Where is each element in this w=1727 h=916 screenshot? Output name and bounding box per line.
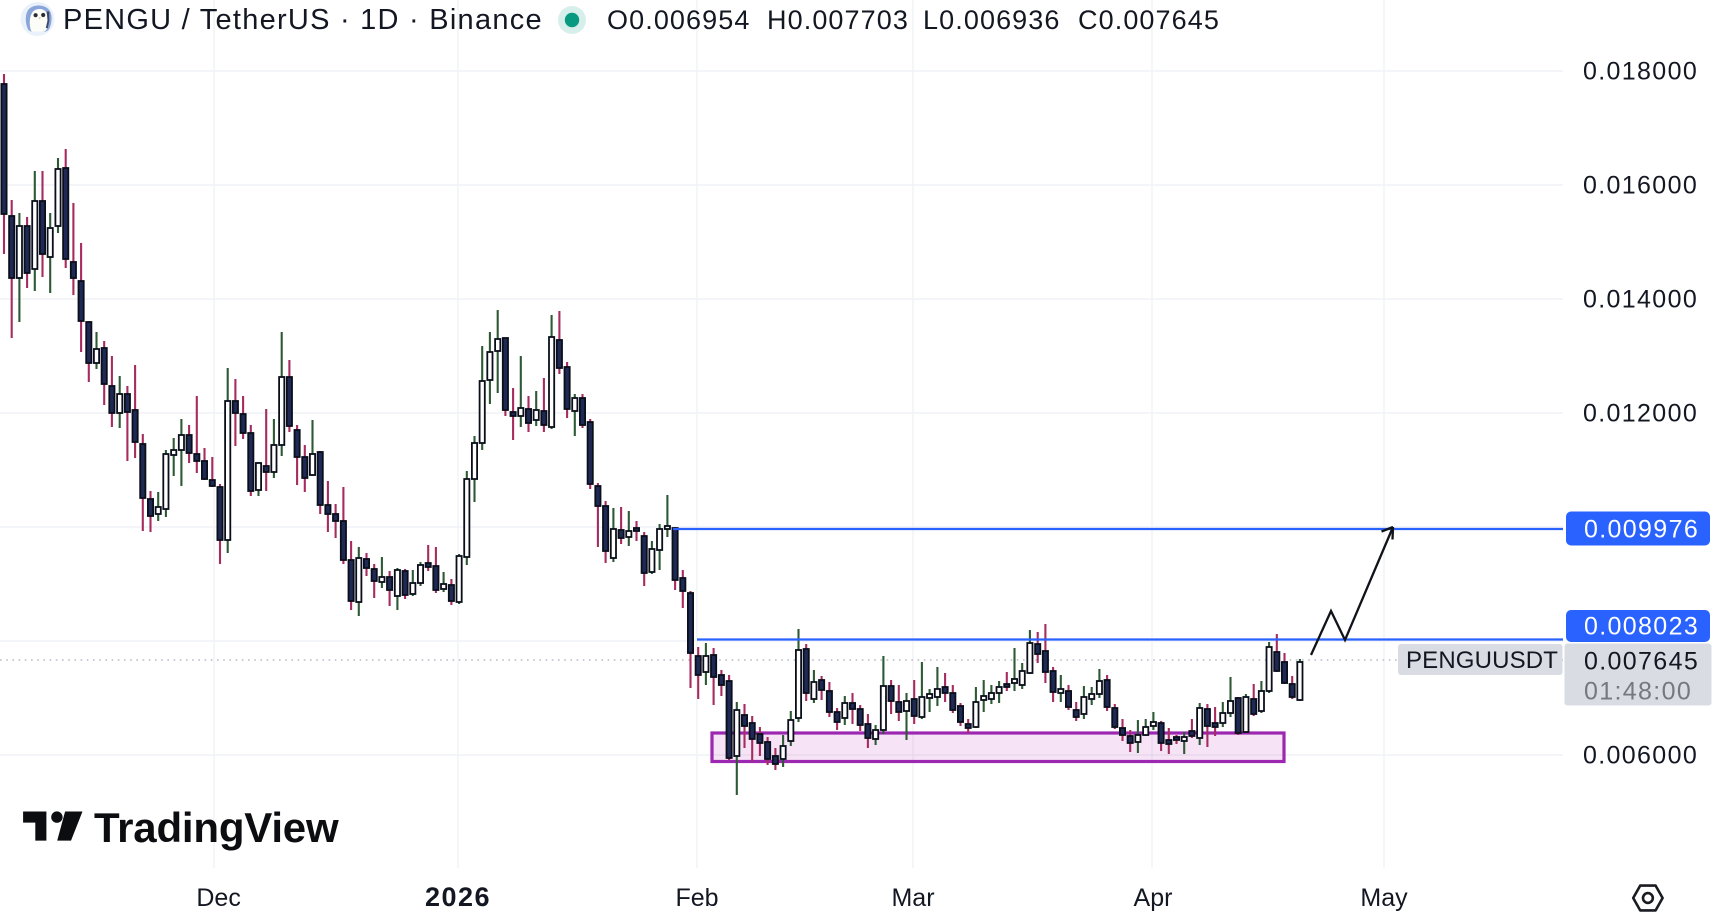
svg-text:0.006000: 0.006000 bbox=[1583, 742, 1698, 770]
svg-text:Feb: Feb bbox=[675, 884, 718, 912]
svg-text:0.009976: 0.009976 bbox=[1584, 516, 1699, 544]
svg-text:L0.006936: L0.006936 bbox=[923, 5, 1061, 35]
svg-text:01:48:00: 01:48:00 bbox=[1584, 678, 1692, 706]
svg-text:0.012000: 0.012000 bbox=[1583, 400, 1698, 428]
svg-text:C0.007645: C0.007645 bbox=[1078, 5, 1220, 35]
svg-text:0.016000: 0.016000 bbox=[1583, 172, 1698, 200]
svg-text:PENGU / TetherUS · 1D · Binanc: PENGU / TetherUS · 1D · Binance bbox=[63, 4, 543, 36]
svg-text:O0.006954: O0.006954 bbox=[607, 5, 751, 35]
svg-text:0.008023: 0.008023 bbox=[1584, 613, 1699, 641]
svg-text:Mar: Mar bbox=[891, 884, 934, 912]
svg-text:0.007645: 0.007645 bbox=[1584, 648, 1699, 676]
svg-text:Apr: Apr bbox=[1134, 884, 1173, 912]
svg-text:Dec: Dec bbox=[196, 884, 240, 912]
svg-text:0.014000: 0.014000 bbox=[1583, 286, 1698, 314]
svg-text:PENGUUSDT: PENGUUSDT bbox=[1406, 647, 1558, 674]
svg-text:TradingView: TradingView bbox=[94, 804, 339, 851]
svg-text:2026: 2026 bbox=[425, 882, 491, 912]
svg-text:H0.007703: H0.007703 bbox=[767, 5, 909, 35]
svg-text:0.018000: 0.018000 bbox=[1583, 58, 1698, 86]
svg-text:May: May bbox=[1360, 884, 1408, 912]
